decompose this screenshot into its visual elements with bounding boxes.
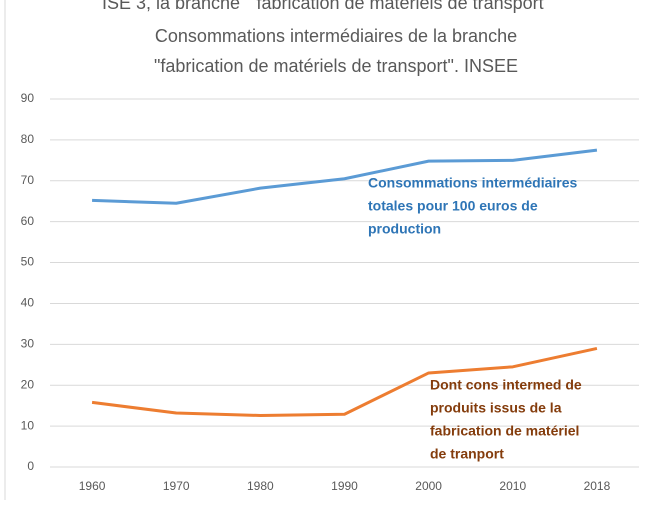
y-tick-label: 40 <box>21 296 35 310</box>
annotation: totales pour 100 euros de <box>368 198 538 214</box>
y-tick-label: 50 <box>21 255 35 269</box>
x-tick-label: 1980 <box>247 479 274 493</box>
chart-title: Consommations intermédiaires de la branc… <box>155 26 517 46</box>
annotation: produits issus de la <box>430 400 562 416</box>
annotation: Consommations intermédiaires <box>368 175 577 191</box>
y-tick-label: 60 <box>21 214 35 228</box>
y-tick-label: 70 <box>21 173 35 187</box>
x-tick-label: 1990 <box>331 479 358 493</box>
y-tick-label: 0 <box>27 459 34 473</box>
chart-title: "fabrication de matériels de transport".… <box>154 56 518 76</box>
y-tick-label: 30 <box>21 337 35 351</box>
series-line <box>92 148 598 205</box>
x-tick-label: 1960 <box>79 479 106 493</box>
series-line <box>91 346 598 417</box>
y-tick-label: 10 <box>21 418 35 432</box>
x-tick-label: 1970 <box>163 479 190 493</box>
annotation: production <box>368 221 441 237</box>
header-text: ISE 3, la branche " fabrication de matér… <box>102 0 550 13</box>
y-tick-label: 90 <box>21 91 35 105</box>
annotation: de tranport <box>430 446 504 462</box>
y-tick-label: 20 <box>21 377 35 391</box>
x-tick-label: 2000 <box>415 479 442 493</box>
x-tick-label: 2010 <box>499 479 526 493</box>
y-tick-label: 80 <box>21 132 35 146</box>
annotation: Dont cons intermed de <box>430 377 582 393</box>
annotation: fabrication de matériel <box>430 423 579 439</box>
x-tick-label: 2018 <box>584 479 611 493</box>
